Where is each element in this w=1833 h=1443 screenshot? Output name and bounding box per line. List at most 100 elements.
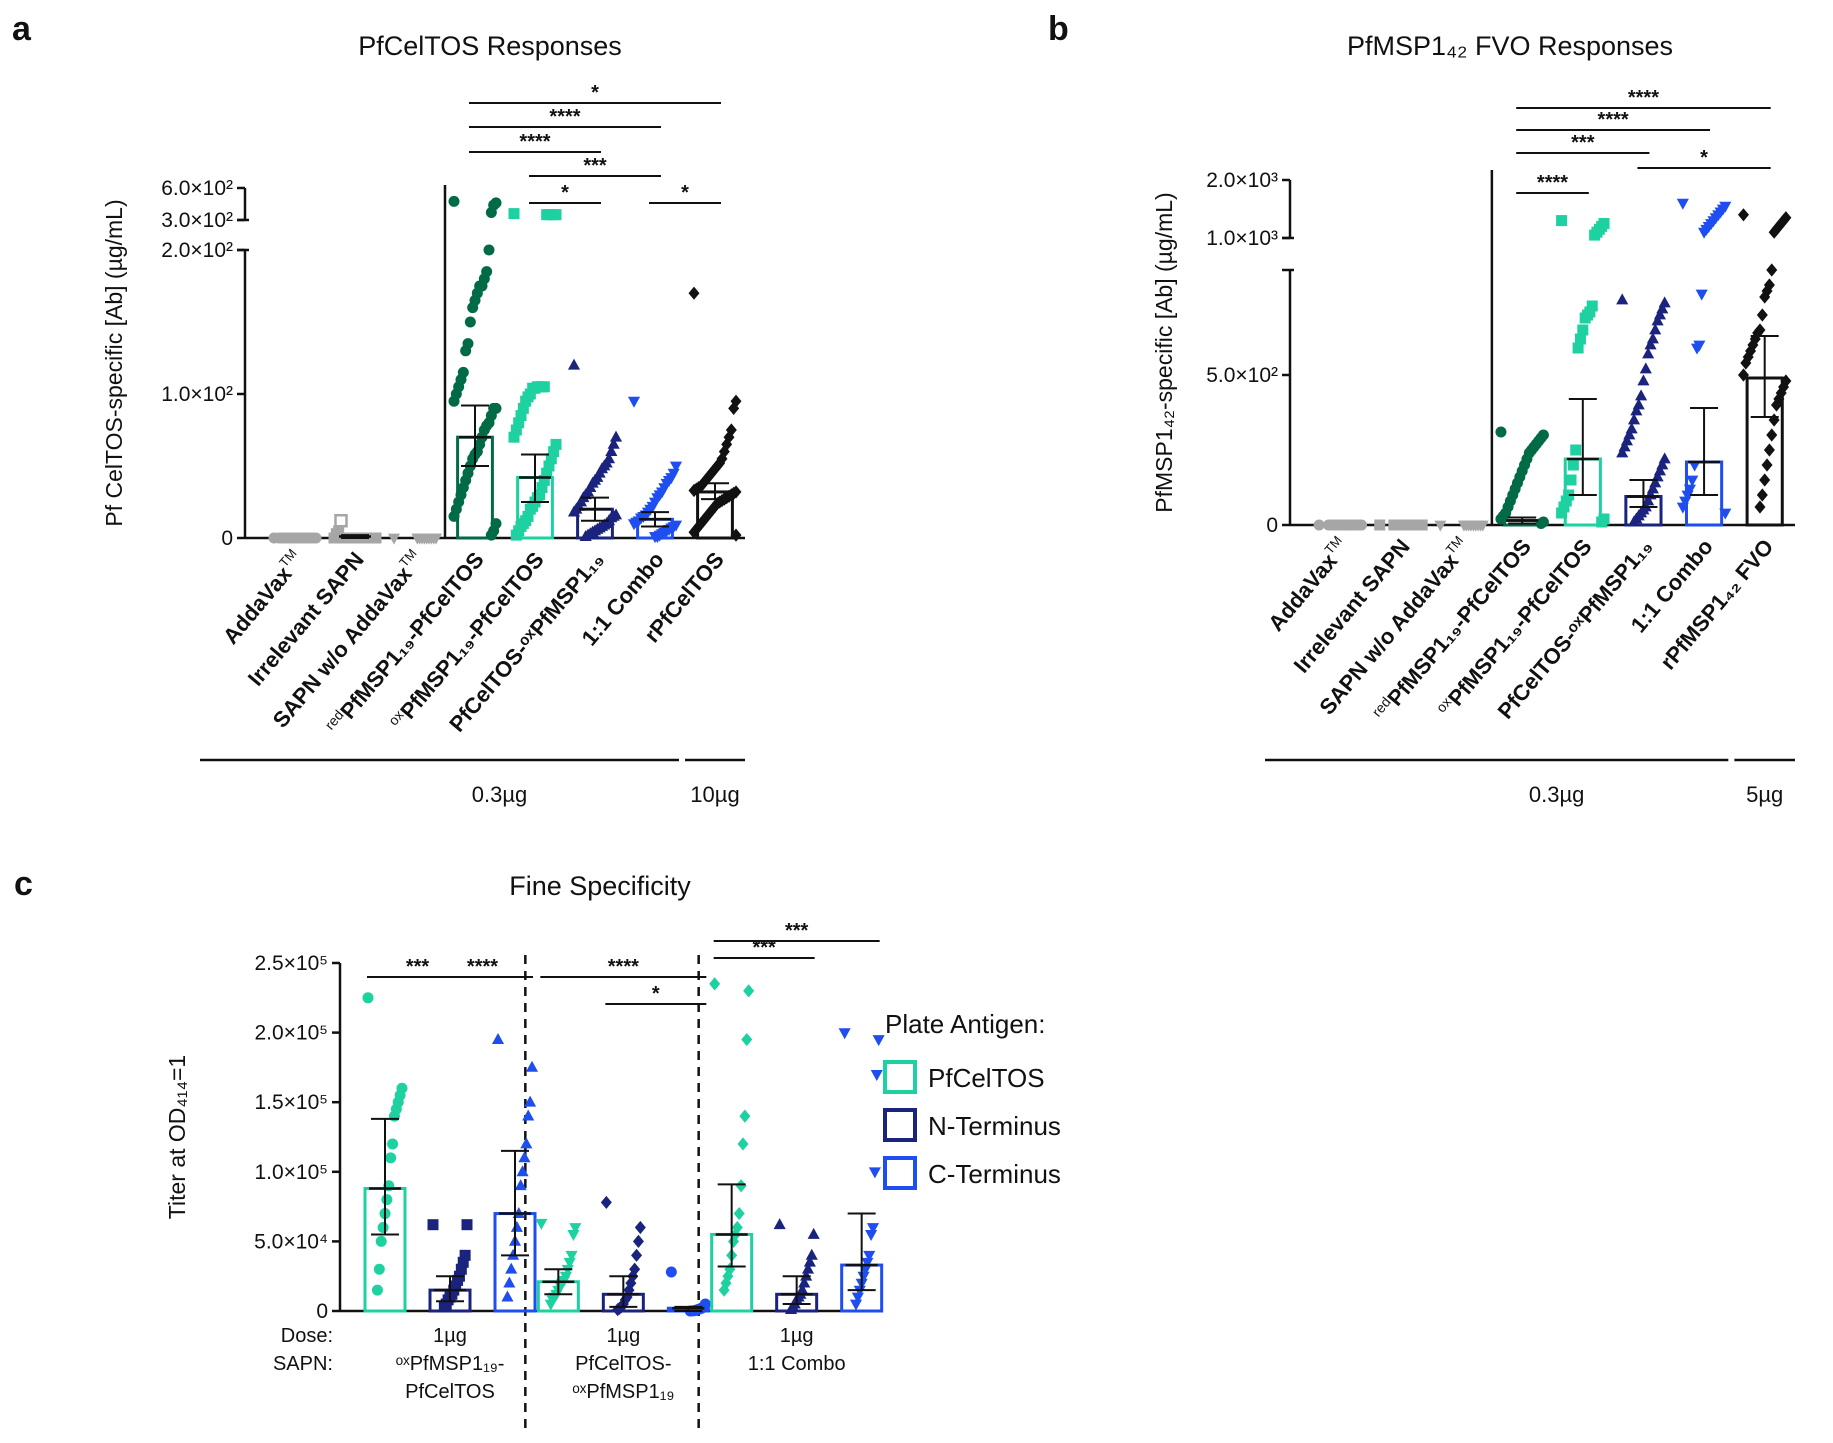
data-point [1698,227,1711,239]
panel-label: b [1048,10,1069,48]
panel-title: Fine Specificity [509,871,691,901]
significance-label: *** [1571,132,1595,154]
data-point [1681,490,1694,502]
data-point [1759,290,1771,304]
data-point [362,992,374,1004]
data-point [1635,389,1648,401]
data-point [467,302,479,314]
y-tick-label: 0 [221,527,233,550]
y-tick-label: 6.0×10² [161,177,233,200]
panel-b: b PfMSP1₄₂ FVO Responses 0 5.0×10² 1.0×10³ 2.… [1048,10,1795,807]
data-point [1768,225,1780,239]
data-point [517,402,529,414]
data-point [861,1257,874,1269]
data-point [627,519,641,531]
data-point [1658,296,1671,308]
data-point [385,1152,397,1164]
data-point [527,382,539,394]
group-dose-label: 1µg [780,1325,814,1347]
data-point [838,1028,851,1040]
y-tick-label: 1.5×10⁵ [254,1091,328,1114]
data-point [735,1179,747,1193]
series-2 [1434,520,1489,532]
data-point [866,1223,880,1235]
data-point [743,984,755,998]
data-point [1630,404,1643,416]
data-point [609,430,623,442]
data-point [1560,495,1572,507]
data-point [455,1263,467,1275]
data-point [448,395,460,407]
data-point [853,1285,866,1297]
data-point [1679,496,1692,508]
data-point [483,244,495,256]
series-7 [688,286,742,542]
group-name-label: 1:1 Combo [748,1353,846,1375]
data-point [485,529,497,541]
data-point [510,1220,523,1232]
data-point [1756,488,1768,502]
data-point [1766,263,1778,277]
panel-title: PfMSP1₄₂ FVO Responses [1347,31,1673,61]
data-point [334,513,348,528]
y-axis-label: Titer at OD₄₁₄=1 [164,1055,190,1219]
series-6 [709,977,755,1313]
series-5 [567,358,623,541]
data-point [569,1223,582,1235]
y-tick-label: 0 [1266,514,1278,537]
category-label: rPfMSP1₄₂ FVO [1655,534,1778,674]
data-point [1759,473,1771,487]
dose-group-label: 10µg [690,782,739,807]
data-point [507,1248,520,1260]
series-8 [838,1028,885,1313]
series-2 [387,533,443,545]
panel-c: c Fine Specificity 0 5.0×10⁴ 1.0×10⁵ 1.5×10⁵ 2… [14,865,1061,1435]
series-1 [1374,519,1428,531]
data-point [388,1110,400,1122]
legend-swatch [883,1156,917,1190]
data-point [1761,458,1773,472]
row-label: SAPN: [273,1353,333,1375]
data-point [718,1283,730,1297]
data-point [1737,208,1749,222]
data-point [377,1221,389,1233]
data-point [515,410,527,422]
data-point [600,1195,612,1210]
group-name-label: ᵒˣPfMSP1₁₉- [396,1353,505,1375]
data-point [1323,519,1335,531]
y-tick-label: 2.0×10² [161,239,233,262]
category-name: rPfMSP1₄₂ FVO [1655,534,1778,674]
data-point [548,446,560,458]
data-point [330,528,342,540]
group-name-label: ᵒˣPfMSP1₁₉ [572,1381,674,1403]
data-point [1649,323,1662,335]
data-point [741,1032,753,1047]
legend-swatch [883,1108,917,1142]
data-point [459,1249,471,1261]
data-point [536,482,548,494]
data-point [1616,293,1629,305]
data-point [688,483,700,498]
data-point [541,467,553,479]
row-label: Dose: [281,1325,333,1347]
y-tick-label: 2.5×10⁵ [254,952,328,975]
data-point [1596,516,1608,528]
data-point [648,532,662,544]
data-point [1388,519,1400,531]
series-7 [773,1218,820,1315]
data-point [1642,347,1655,359]
data-point [525,1060,539,1072]
data-point [733,1206,745,1221]
data-point [1676,502,1689,514]
data-point [1535,518,1547,529]
data-point [387,533,401,545]
significance-label: *** [785,920,809,942]
data-point [373,1263,385,1275]
y-axis-label: Pf CelTOS-specific [Ab] (µg/mL) [101,199,127,526]
data-point [739,1109,751,1123]
data-point [567,1230,580,1242]
data-point [1627,515,1641,527]
panel-a: a PfCelTOS Responses 0 1.0×10² 2.0×10² 3.0×10… [12,10,745,807]
group-name-label: PfCelTOS- [575,1353,671,1375]
y-tick-label: 5.0×10⁴ [254,1230,328,1253]
